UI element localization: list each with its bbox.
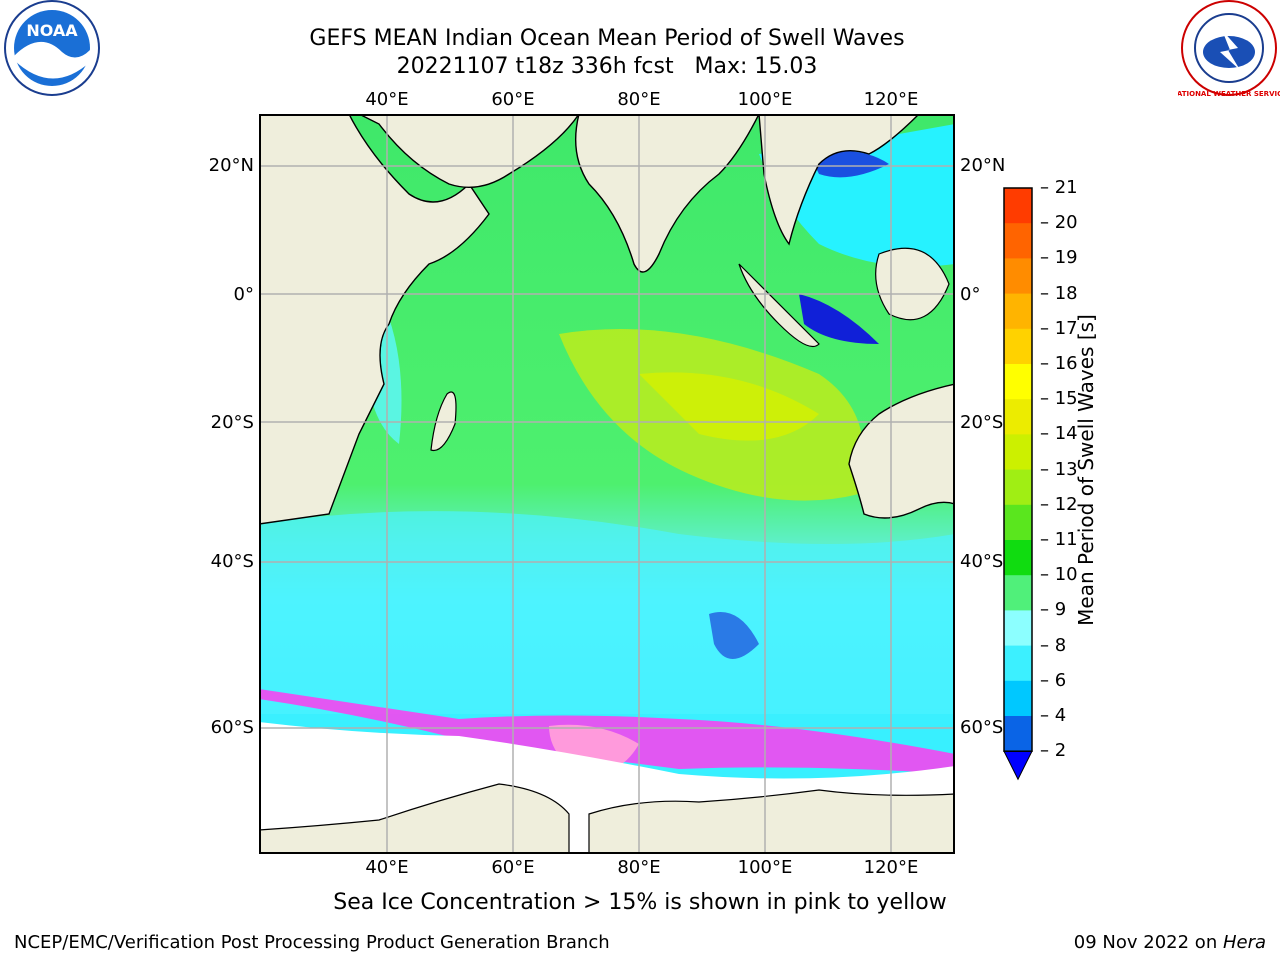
colorbar-tick-label: – 19: [1040, 247, 1078, 269]
colorbar-tick-label: – 8: [1040, 634, 1067, 656]
nws-logo-text: NATIONAL WEATHER SERVICE: [1178, 90, 1280, 98]
lon-label-top: 40°E: [365, 89, 409, 110]
borneo: [875, 247, 950, 321]
peak-period-region: [639, 372, 819, 441]
colorbar-cell: [1004, 188, 1032, 224]
lon-label-top: 80°E: [617, 89, 661, 110]
sea-ice-note: Sea Ice Concentration > 15% is shown in …: [333, 890, 947, 915]
colorbar-cell: [1004, 645, 1032, 682]
colorbar-cell: [1004, 716, 1032, 752]
colorbar-tick-label: – 10: [1040, 564, 1078, 586]
lat-label-left: 60°S: [210, 717, 254, 738]
colorbar-cell: [1004, 504, 1032, 541]
map-title: GEFS MEAN Indian Ocean Mean Period of Sw…: [309, 26, 905, 51]
lat-label-right: 20°S: [960, 412, 1004, 433]
graticule: [259, 114, 955, 854]
swell-period-map: [259, 114, 955, 854]
antarctica-west: [259, 783, 570, 854]
colorbar-cell: [1004, 399, 1032, 435]
lon-label-bottom: 100°E: [737, 857, 793, 878]
footer-date: 09 Nov 2022 on Hera: [1074, 932, 1266, 953]
colorbar-tick-label: – 9: [1040, 599, 1067, 621]
lon-label-bottom: 80°E: [617, 857, 661, 878]
colorbar: [1003, 187, 1033, 781]
colorbar-tick-label: – 21: [1040, 177, 1078, 198]
lat-label-left: 20°N: [208, 155, 254, 176]
map-frame: [259, 114, 955, 854]
lon-label-top: 100°E: [737, 89, 793, 110]
colorbar-tick-label: – 18: [1040, 282, 1078, 304]
colorbar-tick-label: – 14: [1040, 423, 1078, 445]
colorbar-tick-label: – 13: [1040, 458, 1078, 480]
colorbar-cell: [1004, 223, 1032, 259]
colorbar-extend-triangle: [1003, 750, 1033, 781]
colorbar-label: Mean Period of Swell Waves [s]: [1074, 314, 1098, 626]
colorbar-tick-label: – 12: [1040, 493, 1078, 515]
colorbar-cell: [1004, 293, 1032, 330]
lat-label-right: 0°: [960, 284, 981, 305]
noaa-logo: NOAA: [4, 0, 100, 96]
arabia: [358, 114, 580, 189]
noaa-logo-text: NOAA: [26, 21, 78, 40]
colorbar-tick-label: – 16: [1040, 353, 1078, 374]
indochina: [758, 114, 920, 246]
colorbar-cell: [1004, 328, 1032, 365]
lat-label-right: 40°S: [960, 551, 1004, 572]
colorbar-tick-label: – 11: [1040, 529, 1078, 550]
nws-logo: NATIONAL WEATHER SERVICE: [1178, 0, 1280, 98]
map-subtitle: 20221107 t18z 336h fcst Max: 15.03: [396, 54, 818, 79]
south-china-sea-blue: [809, 150, 889, 178]
lon-label-bottom: 60°E: [491, 857, 535, 878]
lat-label-left: 0°: [233, 284, 254, 305]
colorbar-cell: [1004, 680, 1032, 717]
footer-host: Hera: [1222, 932, 1266, 953]
lon-label-top: 120°E: [863, 89, 919, 110]
colorbar-tick-label: – 20: [1040, 212, 1078, 234]
colorbar-cell: [1004, 469, 1032, 506]
colorbar-tick-label: – 4: [1040, 705, 1067, 726]
lon-label-bottom: 120°E: [863, 857, 919, 878]
colorbar-cell: [1004, 610, 1032, 647]
colorbar-tick-label: – 2: [1040, 740, 1067, 762]
java-sea-blue: [799, 294, 879, 344]
lon-label-top: 60°E: [491, 89, 535, 110]
footer-credit: NCEP/EMC/Verification Post Processing Pr…: [14, 932, 610, 953]
lat-label-left: 20°S: [210, 412, 254, 433]
sumatra: [738, 263, 820, 348]
lat-label-right: 60°S: [960, 717, 1004, 738]
low-period-patch: [709, 612, 759, 659]
colorbar-cell: [1004, 258, 1032, 295]
australia: [848, 383, 955, 519]
colorbar-outline: [1003, 187, 1033, 752]
colorbar-cell: [1004, 540, 1032, 576]
lat-label-left: 40°S: [210, 551, 254, 572]
colorbar-cell: [1004, 434, 1032, 471]
india: [574, 114, 760, 273]
antarctica-east: [588, 789, 955, 854]
colorbar-cell: [1004, 575, 1032, 611]
colorbar-cell: [1004, 364, 1032, 400]
colorbar-tick-label: – 6: [1040, 669, 1067, 691]
lon-label-bottom: 40°E: [365, 857, 409, 878]
footer-date-text: 09 Nov 2022 on: [1073, 932, 1223, 953]
lat-label-right: 20°N: [960, 155, 1006, 176]
colorbar-tick-label: – 15: [1040, 388, 1078, 410]
colorbar-tick-label: – 17: [1040, 317, 1078, 339]
